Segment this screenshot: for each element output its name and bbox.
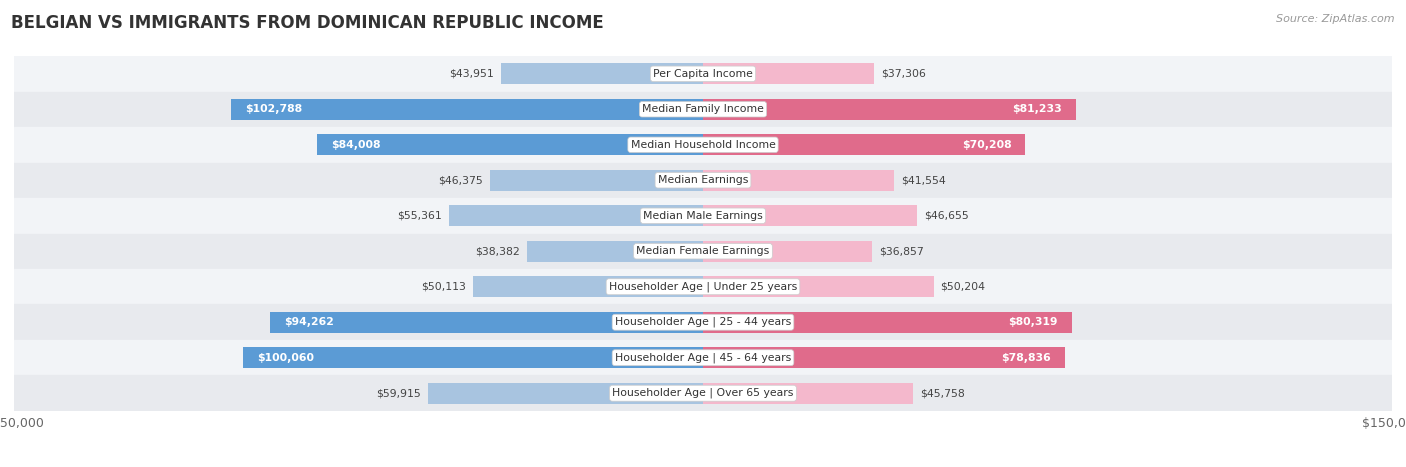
Bar — [491, 170, 703, 191]
Bar — [703, 134, 1025, 155]
Bar — [703, 241, 872, 262]
Text: $50,204: $50,204 — [941, 282, 986, 292]
Text: $37,306: $37,306 — [882, 69, 927, 79]
Bar — [427, 383, 703, 403]
Text: $102,788: $102,788 — [245, 104, 302, 114]
Text: $36,857: $36,857 — [879, 246, 924, 256]
Bar — [703, 170, 894, 191]
Text: $78,836: $78,836 — [1001, 353, 1052, 363]
Bar — [14, 127, 1392, 163]
Text: Median Earnings: Median Earnings — [658, 175, 748, 185]
Bar — [14, 56, 1392, 92]
Bar — [270, 312, 703, 333]
Text: $46,375: $46,375 — [439, 175, 484, 185]
Text: Householder Age | Under 25 years: Householder Age | Under 25 years — [609, 282, 797, 292]
Text: Median Female Earnings: Median Female Earnings — [637, 246, 769, 256]
Bar — [703, 312, 1071, 333]
Bar — [449, 205, 703, 226]
Text: Householder Age | Over 65 years: Householder Age | Over 65 years — [612, 388, 794, 398]
Bar — [703, 276, 934, 297]
Bar — [527, 241, 703, 262]
Bar — [501, 64, 703, 84]
Text: Median Male Earnings: Median Male Earnings — [643, 211, 763, 221]
Text: BELGIAN VS IMMIGRANTS FROM DOMINICAN REPUBLIC INCOME: BELGIAN VS IMMIGRANTS FROM DOMINICAN REP… — [11, 14, 605, 32]
Text: $94,262: $94,262 — [284, 317, 333, 327]
Text: Per Capita Income: Per Capita Income — [652, 69, 754, 79]
Text: Median Household Income: Median Household Income — [630, 140, 776, 150]
Text: Householder Age | 25 - 44 years: Householder Age | 25 - 44 years — [614, 317, 792, 327]
Bar — [703, 347, 1066, 368]
Bar — [703, 205, 917, 226]
Bar — [318, 134, 703, 155]
Text: Median Family Income: Median Family Income — [643, 104, 763, 114]
Bar — [703, 99, 1076, 120]
Bar — [14, 163, 1392, 198]
Bar — [14, 375, 1392, 411]
Bar — [231, 99, 703, 120]
Text: $55,361: $55,361 — [396, 211, 441, 221]
Text: $45,758: $45,758 — [920, 388, 965, 398]
Text: $50,113: $50,113 — [420, 282, 465, 292]
Bar — [703, 383, 912, 403]
Text: $80,319: $80,319 — [1008, 317, 1059, 327]
Bar — [14, 198, 1392, 234]
Bar — [14, 92, 1392, 127]
Text: Householder Age | 45 - 64 years: Householder Age | 45 - 64 years — [614, 353, 792, 363]
Bar — [14, 304, 1392, 340]
Text: $70,208: $70,208 — [962, 140, 1012, 150]
Text: $46,655: $46,655 — [924, 211, 969, 221]
Text: $100,060: $100,060 — [257, 353, 314, 363]
Text: $59,915: $59,915 — [377, 388, 420, 398]
Bar — [703, 64, 875, 84]
Text: $84,008: $84,008 — [330, 140, 381, 150]
Text: $43,951: $43,951 — [450, 69, 495, 79]
Text: $81,233: $81,233 — [1012, 104, 1063, 114]
Text: Source: ZipAtlas.com: Source: ZipAtlas.com — [1277, 14, 1395, 24]
Bar — [472, 276, 703, 297]
Text: $41,554: $41,554 — [901, 175, 945, 185]
Bar — [14, 340, 1392, 375]
Bar — [14, 234, 1392, 269]
Bar — [14, 269, 1392, 304]
Text: $38,382: $38,382 — [475, 246, 520, 256]
Bar — [243, 347, 703, 368]
